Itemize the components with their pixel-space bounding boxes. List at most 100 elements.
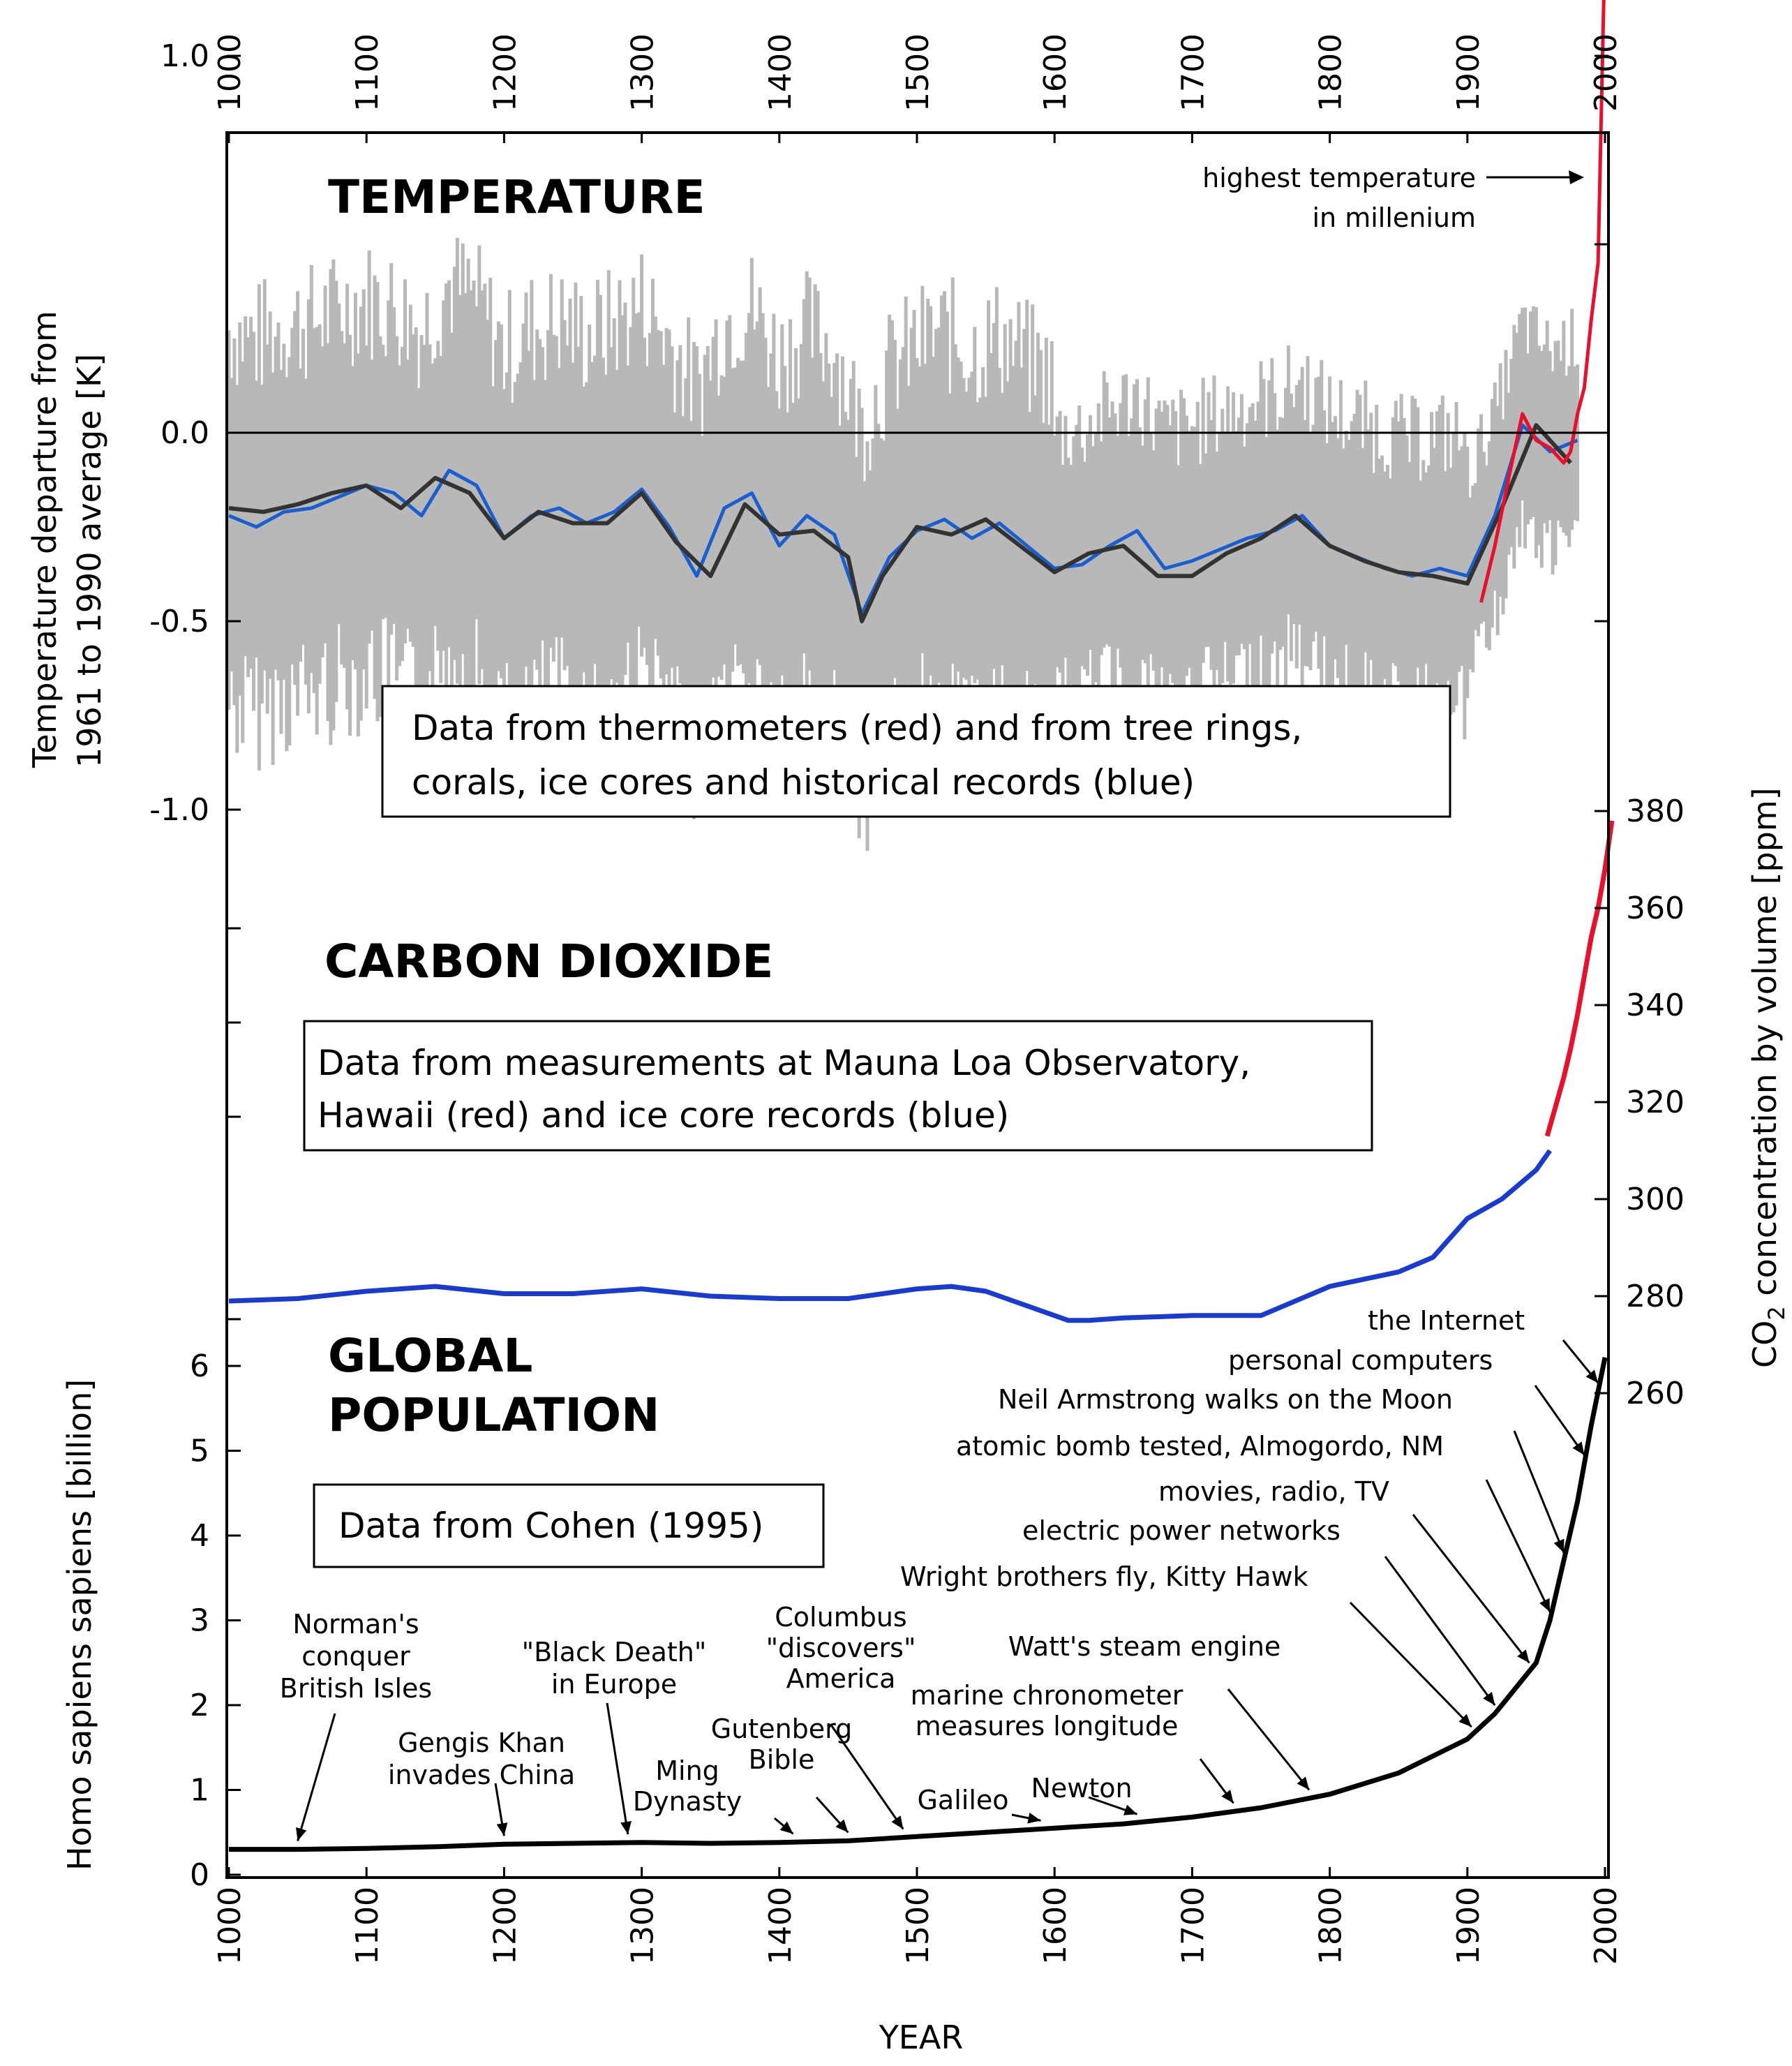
temperature-ylabel-line-2: 1961 to 1990 average [K] [70, 354, 108, 768]
highest-temperature-line-2: in millenium [1312, 202, 1476, 233]
co2-ylabel-pre: CO [1746, 1321, 1784, 1368]
x-tick-label-bottom: 1300 [625, 1887, 661, 1965]
event-label: America [786, 1663, 896, 1694]
temperature-ylabel: Temperature departure from 1961 to 1990 … [26, 311, 108, 768]
population-y-tick-label: 3 [190, 1603, 209, 1639]
ticks-layer: 1000100011001100120012001300130014001400… [149, 34, 1685, 1965]
x-tick-label-top: 1400 [763, 34, 798, 112]
event-annotation: the Internet [1368, 1305, 1599, 1384]
population-title-line-2: POPULATION [328, 1388, 659, 1442]
x-tick-label-bottom: 1600 [1038, 1887, 1073, 1965]
population-title-line-1: GLOBAL [328, 1329, 532, 1383]
temperature-note-box: Data from thermometers (red) and from tr… [381, 685, 1451, 818]
x-tick-label-top: 2000 [1588, 34, 1624, 112]
x-tick-label-bottom: 1700 [1175, 1887, 1211, 1965]
event-arrowhead [1517, 1649, 1530, 1663]
temperature-y-tick-label: 1.0 [160, 38, 209, 74]
temperature-note-line-1: Data from thermometers (red) and from tr… [412, 708, 1302, 748]
temperature-note-line-2: corals, ice cores and historical records… [412, 762, 1195, 803]
population-ylabel-text: Homo sapiens sapiens [billion] [61, 1379, 98, 1871]
event-arrowhead [496, 1822, 508, 1836]
population-y-tick-label: 1 [190, 1773, 209, 1808]
co2-y-tick-label: 320 [1626, 1085, 1685, 1120]
event-arrow [1349, 1601, 1472, 1728]
event-arrowhead [1221, 1790, 1234, 1804]
co2-title: CARBON DIOXIDE [324, 935, 773, 988]
event-arrowhead [1553, 1538, 1565, 1553]
event-arrowhead [1458, 1714, 1472, 1727]
co2-y-tick-label: 360 [1626, 891, 1685, 926]
event-annotation: Newton [1031, 1773, 1138, 1815]
event-arrowhead [1027, 1812, 1041, 1824]
event-label: in Europe [551, 1669, 677, 1700]
event-arrow [1384, 1556, 1496, 1707]
event-annotation: "Black Death"in Europe [522, 1637, 706, 1835]
event-arrow [829, 1723, 904, 1830]
x-tick-label-bottom: 1100 [350, 1887, 385, 1965]
co2-ylabel: CO2 concentration by volume [ppm] [1746, 787, 1790, 1368]
co2-y-tick-label: 260 [1626, 1376, 1685, 1411]
temperature-y-tick-label: -0.5 [149, 604, 209, 639]
event-label: Norman's [292, 1609, 419, 1640]
co2-y-tick-label: 380 [1626, 794, 1685, 829]
event-label: Neil Armstrong walks on the Moon [998, 1384, 1453, 1415]
x-tick-label-bottom: 1000 [212, 1887, 248, 1965]
co2-ice-core-line [228, 1149, 1552, 1323]
x-tick-label-top: 1000 [212, 34, 248, 112]
x-tick-label-bottom: 1200 [487, 1887, 523, 1965]
event-label: Dynasty [633, 1786, 742, 1817]
event-annotation: movies, radio, TV [1158, 1476, 1530, 1664]
highest-temperature-arrowhead [1569, 170, 1584, 184]
co2-note-box: Data from measurements at Mauna Loa Obse… [303, 1020, 1373, 1152]
event-label: Bible [749, 1744, 815, 1775]
highest-temperature-annotation: highest temperature in millenium [1202, 163, 1584, 233]
series-layer [228, 0, 1615, 1852]
event-arrowhead [1123, 1804, 1137, 1815]
event-annotation: Wright brothers fly, Kitty Hawk [900, 1561, 1472, 1728]
event-arrowhead [1483, 1691, 1495, 1706]
x-tick-label-bottom: 2000 [1588, 1887, 1624, 1965]
co2-ylabel-text: CO2 concentration by volume [ppm] [1746, 787, 1790, 1368]
population-y-tick-label: 5 [190, 1434, 209, 1469]
event-arrowhead [1297, 1776, 1310, 1790]
x-tick-label-bottom: 1900 [1451, 1887, 1486, 1965]
population-y-tick-label: 2 [190, 1688, 209, 1723]
event-arrow [1513, 1430, 1565, 1554]
population-y-tick-label: 0 [190, 1857, 209, 1893]
event-label: conquer [301, 1641, 410, 1672]
event-label: Gengis Khan [398, 1727, 565, 1758]
event-label: Newton [1031, 1773, 1132, 1804]
temperature-smooth-line [228, 423, 1572, 623]
x-tick-label-top: 1300 [625, 34, 661, 112]
population-note-box: Data from Cohen (1995) [313, 1483, 825, 1568]
event-arrowhead [779, 1821, 793, 1834]
event-arrow [1412, 1514, 1530, 1664]
event-arrow [297, 1713, 336, 1841]
event-label: measures longitude [916, 1711, 1179, 1741]
event-arrowhead [295, 1827, 307, 1841]
x-tick-label-top: 1200 [487, 34, 523, 112]
population-y-tick-label: 6 [190, 1348, 209, 1384]
event-arrow [1534, 1385, 1585, 1456]
event-label: movies, radio, TV [1158, 1476, 1389, 1507]
event-annotation: Galileo [917, 1785, 1041, 1824]
event-annotation: atomic bomb tested, Almogordo, NM [956, 1431, 1551, 1613]
event-label: atomic bomb tested, Almogordo, NM [956, 1431, 1444, 1462]
co2-ylabel-post: concentration by volume [ppm] [1746, 787, 1784, 1306]
event-label: Columbus [775, 1602, 906, 1633]
event-arrowhead [620, 1821, 632, 1835]
x-tick-label-top: 1700 [1175, 34, 1211, 112]
event-arrow [1227, 1688, 1311, 1791]
event-arrow [1485, 1479, 1551, 1613]
event-label: Gutenberg [711, 1714, 852, 1744]
temperature-y-tick-label: -1.0 [149, 792, 209, 828]
event-annotation: Columbus"discovers"America [766, 1602, 916, 1830]
co2-y-tick-label: 300 [1626, 1182, 1685, 1217]
x-axis-label: YEAR [879, 2019, 964, 2056]
population-y-tick-label: 4 [190, 1518, 209, 1554]
co2-y-tick-label: 340 [1626, 988, 1685, 1023]
